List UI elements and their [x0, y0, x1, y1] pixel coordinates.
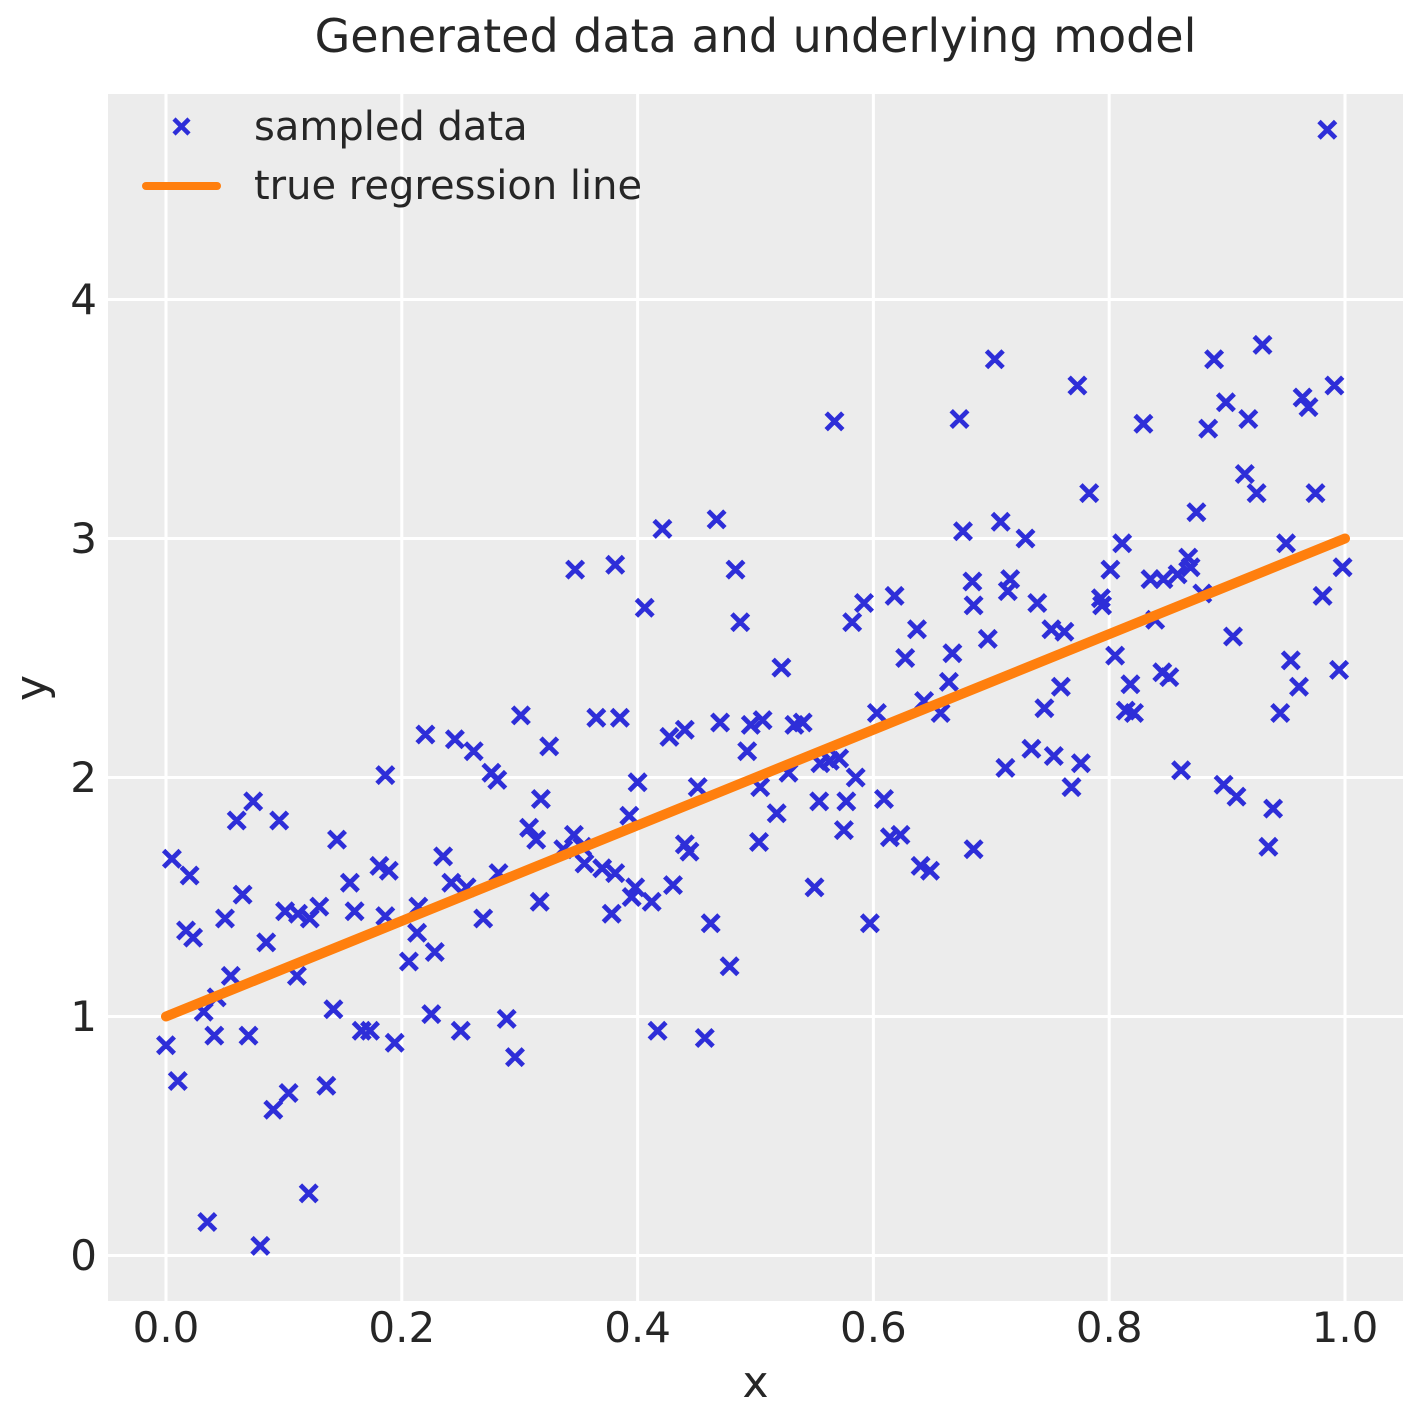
x-tick-label: 1.0 [1311, 1303, 1379, 1352]
x-marker-icon [141, 115, 222, 138]
y-axis-label: y [6, 674, 57, 702]
x-tick-label: 0.2 [368, 1303, 436, 1352]
chart-title: Generated data and underlying model [314, 9, 1197, 63]
line-segment-icon [141, 181, 222, 191]
y-tick-label: 3 [70, 513, 97, 563]
regression-line [161, 533, 1350, 1022]
legend: sampled data true regression line [141, 97, 642, 215]
x-tick-label: 0.6 [839, 1303, 907, 1352]
scatter-markers [156, 119, 1353, 1256]
legend-label: true regression line [254, 162, 643, 209]
legend-label: sampled data [254, 103, 528, 150]
y-tick-label: 2 [70, 752, 97, 802]
legend-item-true-regression-line: true regression line [141, 156, 642, 215]
x-tick-label: 0.0 [132, 1303, 200, 1352]
y-tick-label: 1 [70, 991, 97, 1041]
y-tick-label: 0 [70, 1230, 97, 1280]
x-axis-label: x [742, 1357, 769, 1408]
plot-area: sampled data true regression line [108, 94, 1403, 1301]
plot-canvas [108, 94, 1403, 1301]
y-tick-label: 4 [70, 274, 97, 324]
legend-item-sampled-data: sampled data [141, 97, 642, 156]
x-tick-label: 0.4 [604, 1303, 671, 1352]
x-tick-label: 0.8 [1075, 1303, 1143, 1352]
